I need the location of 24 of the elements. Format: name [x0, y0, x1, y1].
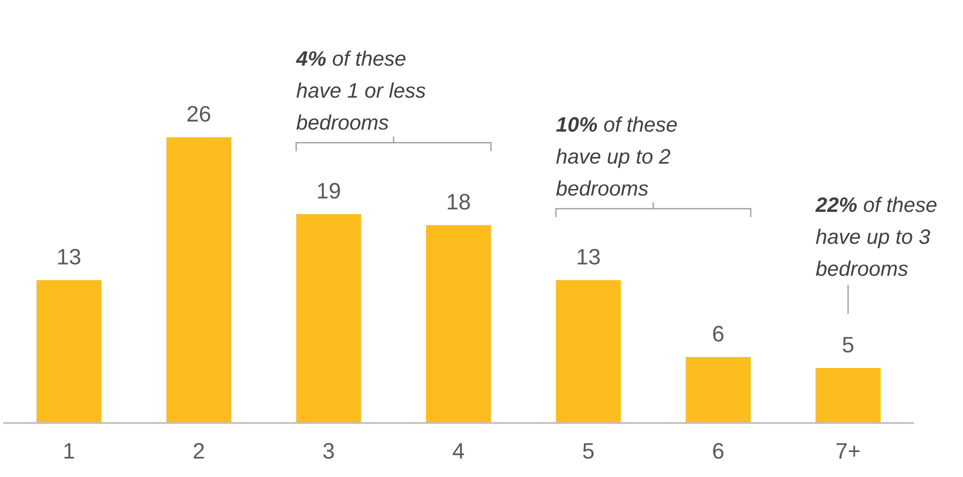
data-label: 26 — [188, 106, 210, 122]
annotation: 10% of these have up to 2 bedrooms — [556, 116, 677, 196]
x-tick-label: 2 — [194, 443, 204, 459]
bar — [426, 225, 491, 423]
bar — [296, 214, 362, 423]
bar — [556, 280, 621, 423]
bar — [816, 368, 881, 423]
x-tick-label: 5 — [583, 443, 594, 459]
data-label: 6 — [713, 326, 724, 342]
annotation: 22% of these have up to 3 bedrooms — [815, 196, 936, 276]
data-label: 13 — [578, 248, 600, 265]
x-tick-label: 6 — [713, 443, 724, 459]
x-tick-label: 1 — [64, 443, 74, 459]
bar — [36, 280, 102, 423]
x-tick-label: 7+ — [836, 443, 860, 459]
data-label: 19 — [318, 182, 340, 199]
bar — [166, 137, 232, 423]
text: 4% of these have 1 or less bedrooms — [296, 50, 426, 130]
data-label: 13 — [58, 248, 80, 265]
data-label: 18 — [448, 194, 470, 210]
data-label: 5 — [842, 337, 854, 353]
x-tick-label: 4 — [452, 443, 464, 459]
x-tick-label: 3 — [323, 443, 334, 459]
bar — [686, 357, 751, 423]
